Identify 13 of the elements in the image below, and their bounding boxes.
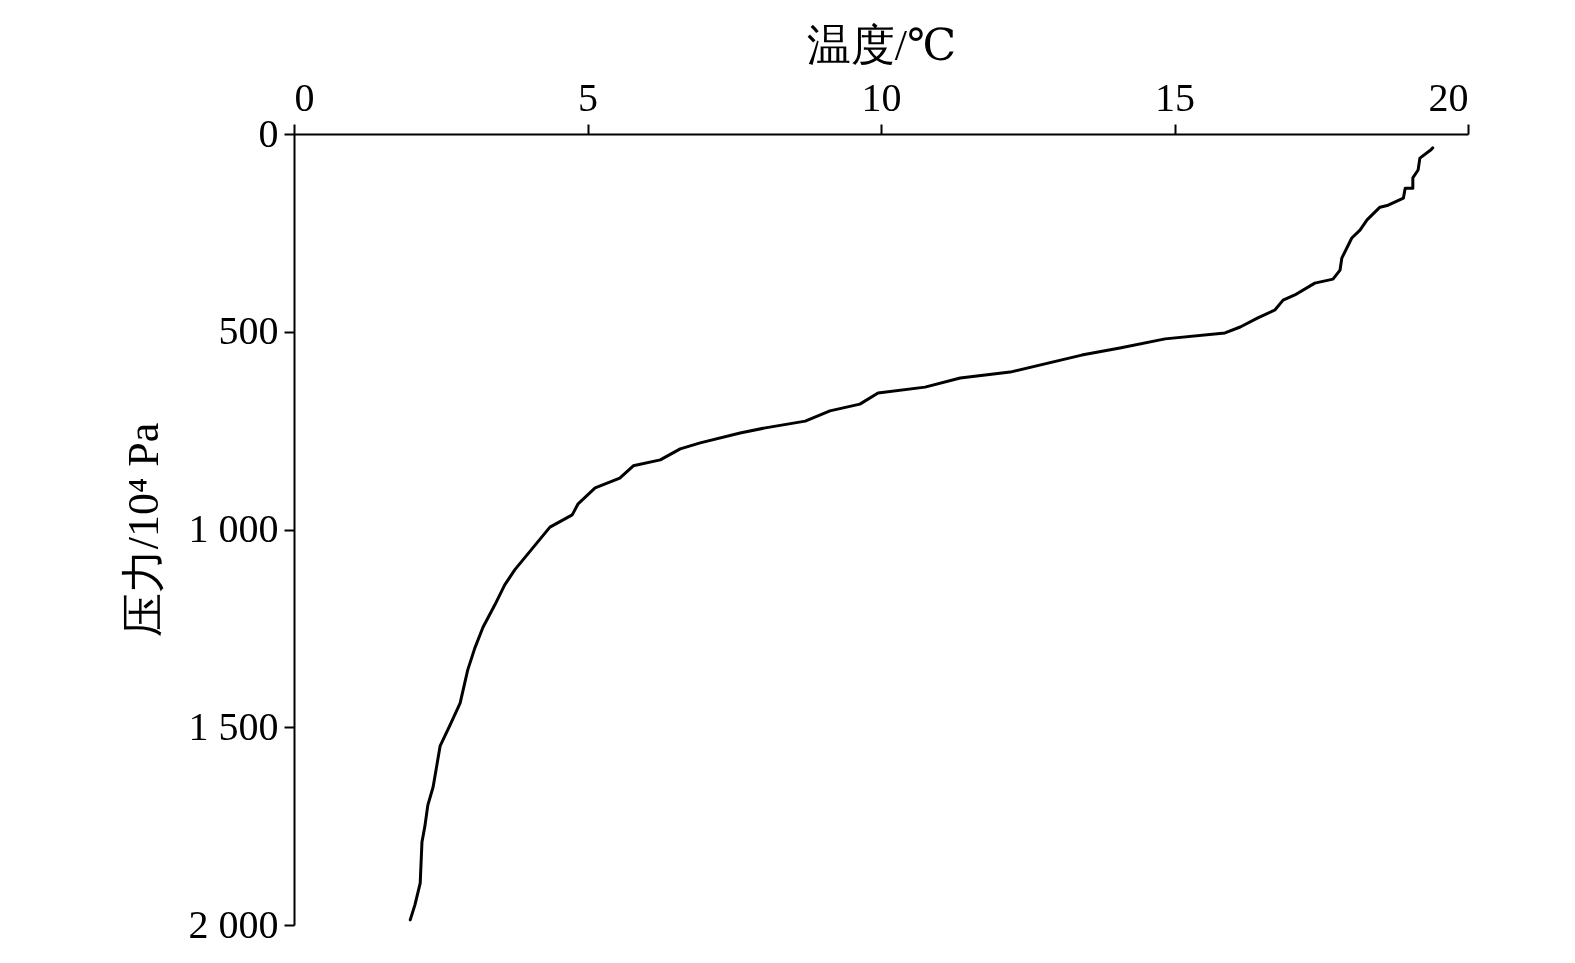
- x-tick-label: 15: [1155, 74, 1195, 120]
- line-series: [408, 146, 1435, 922]
- y-tick-label: 0: [258, 110, 279, 156]
- x-tick-label: 10: [861, 74, 902, 120]
- x-tick-label: 20: [1428, 74, 1469, 120]
- x-axis-title: 温度/℃: [806, 20, 957, 70]
- y-axis-title: 压力/10⁴ Pa: [118, 422, 168, 638]
- x-tick-label: 5: [578, 74, 598, 120]
- y-tick-label: 2 000: [188, 901, 279, 947]
- y-tick-label: 500: [218, 308, 279, 354]
- y-tick-label: 1 500: [188, 703, 279, 749]
- x-tick-label: 0: [294, 74, 315, 120]
- y-tick-label: 1 000: [188, 506, 279, 551]
